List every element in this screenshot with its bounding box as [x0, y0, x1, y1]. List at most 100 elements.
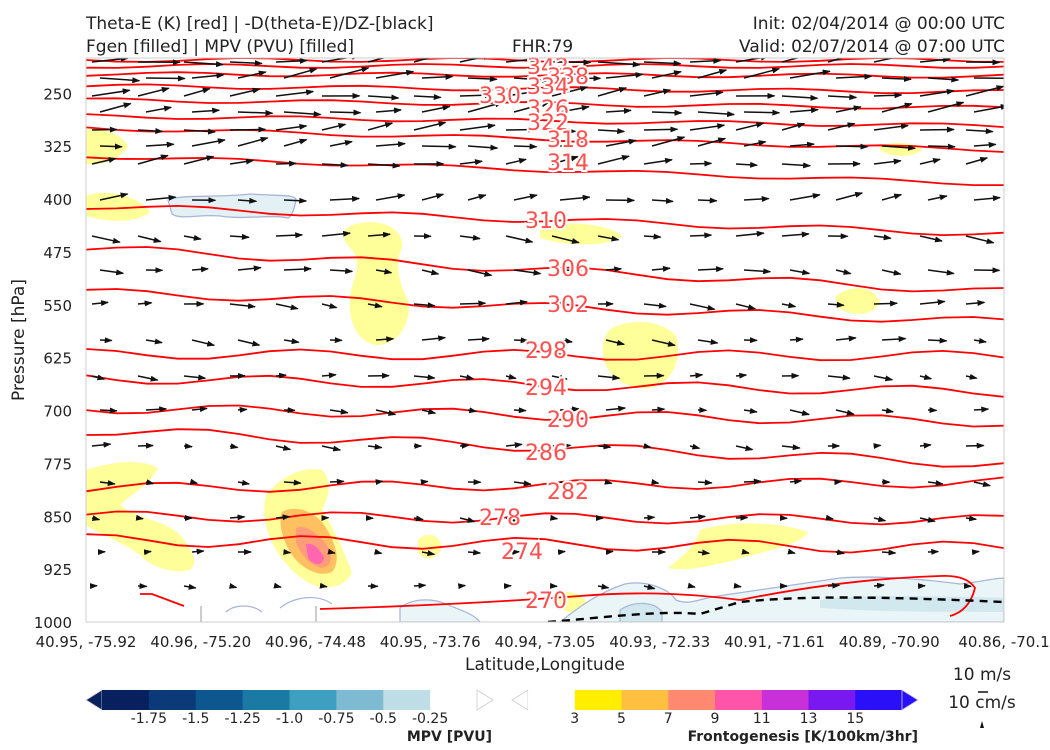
fgen-area [602, 321, 679, 389]
wind-vector [421, 335, 447, 342]
wind-vector [283, 479, 302, 486]
wind-vector [597, 61, 641, 68]
wind-vector [283, 266, 312, 273]
wind-vector [881, 549, 897, 556]
theta-e-contour [86, 288, 1004, 323]
y-tick-label: 925 [43, 561, 72, 579]
colorbar-extend-min [511, 689, 529, 711]
wind-vector [91, 157, 117, 165]
wind-vector [789, 193, 821, 201]
colorbar-tick-label: 13 [800, 711, 818, 727]
y-axis-label: Pressure [hPa] [9, 279, 29, 401]
theta-e-contour [86, 246, 1004, 293]
wind-vector [973, 195, 1001, 202]
wind-vector [135, 514, 144, 521]
wind-vector [835, 335, 857, 342]
wind-vector [191, 72, 225, 79]
wind-vector [375, 268, 393, 275]
wind-vector [145, 105, 173, 113]
wind-vector [873, 92, 903, 99]
wind-vector [927, 101, 965, 113]
wind-vector [559, 194, 591, 201]
theta-e-contour [86, 71, 1004, 79]
wind-vector [873, 375, 894, 382]
wind-vector [505, 299, 528, 306]
colorbar-segment [761, 690, 809, 710]
wind-vector [467, 269, 493, 277]
wind-vector [459, 159, 483, 166]
wind-vector [505, 235, 534, 244]
colorbar-tick-label: 3 [570, 711, 579, 727]
wind-vector [459, 234, 481, 241]
colorbar-segment [855, 690, 903, 710]
wind-vector [191, 138, 226, 147]
colorbar-segment [195, 690, 244, 710]
wind-vector [559, 337, 574, 344]
wind-vector [413, 121, 447, 131]
wind-vector [697, 111, 736, 118]
wind-vector [605, 138, 637, 147]
wind-vector [927, 269, 955, 276]
wind-vector [367, 443, 383, 450]
wind-vector [597, 583, 610, 590]
colorbar-tick-label: 15 [846, 711, 864, 727]
wind-vector [283, 111, 322, 118]
colorbar-segment [148, 690, 197, 710]
wind-vector [191, 548, 205, 555]
wind-vector [375, 409, 397, 416]
wind-vector [467, 75, 498, 82]
y-tick-label: 550 [43, 297, 72, 315]
wind-vector [505, 58, 539, 63]
wind-vector [321, 372, 337, 379]
wind-vector [881, 75, 912, 82]
contour-label: 330 [479, 84, 521, 109]
wind-vector [881, 102, 913, 113]
wind-vector [189, 478, 199, 485]
wind-vector [973, 337, 987, 344]
wind-vector [873, 516, 887, 523]
wind-vector [413, 94, 442, 101]
wind-vector [413, 302, 436, 309]
contour-label: 318 [547, 128, 589, 153]
wind-vectors [89, 58, 1004, 590]
wind-vector [421, 269, 440, 276]
wind-vector [283, 138, 308, 147]
fgen-area [668, 523, 808, 570]
fgen-area [306, 543, 324, 564]
wind-vector [467, 194, 487, 201]
colorbar-label: MPV [PVU] [407, 729, 492, 745]
wind-vector [275, 372, 287, 379]
wind-vector [827, 58, 845, 63]
wind-vector [781, 162, 812, 169]
wind-vector [873, 234, 892, 241]
wind-vector [229, 87, 261, 97]
wind-vector [835, 269, 852, 275]
wind-vector [735, 514, 749, 521]
wind-vector [183, 87, 211, 97]
wind-vector [927, 76, 960, 83]
wind-vector [375, 107, 402, 114]
wind-vector [91, 515, 101, 522]
wind-vector [137, 375, 159, 382]
wind-vector [973, 406, 990, 413]
wind-vector [881, 336, 907, 343]
wind-vector [965, 85, 1004, 97]
wind-vector [183, 128, 217, 135]
colorbar-segment [668, 690, 716, 710]
wind-vector [283, 197, 308, 204]
wind-vector [927, 143, 956, 150]
wind-vector [651, 265, 671, 272]
wind-vector [421, 143, 457, 150]
wind-vector [275, 58, 308, 64]
wind-vector [283, 548, 292, 555]
colorbar-tick-label: 11 [753, 711, 771, 727]
wind-vector [651, 339, 676, 347]
wind-vector [551, 442, 572, 449]
wind-vector [191, 107, 221, 114]
wind-vector [597, 443, 612, 450]
wind-vector [697, 549, 711, 556]
wind-vector [789, 269, 811, 276]
wind-vector [505, 442, 523, 449]
wind-vector [145, 338, 163, 345]
wind-vector [919, 157, 941, 165]
